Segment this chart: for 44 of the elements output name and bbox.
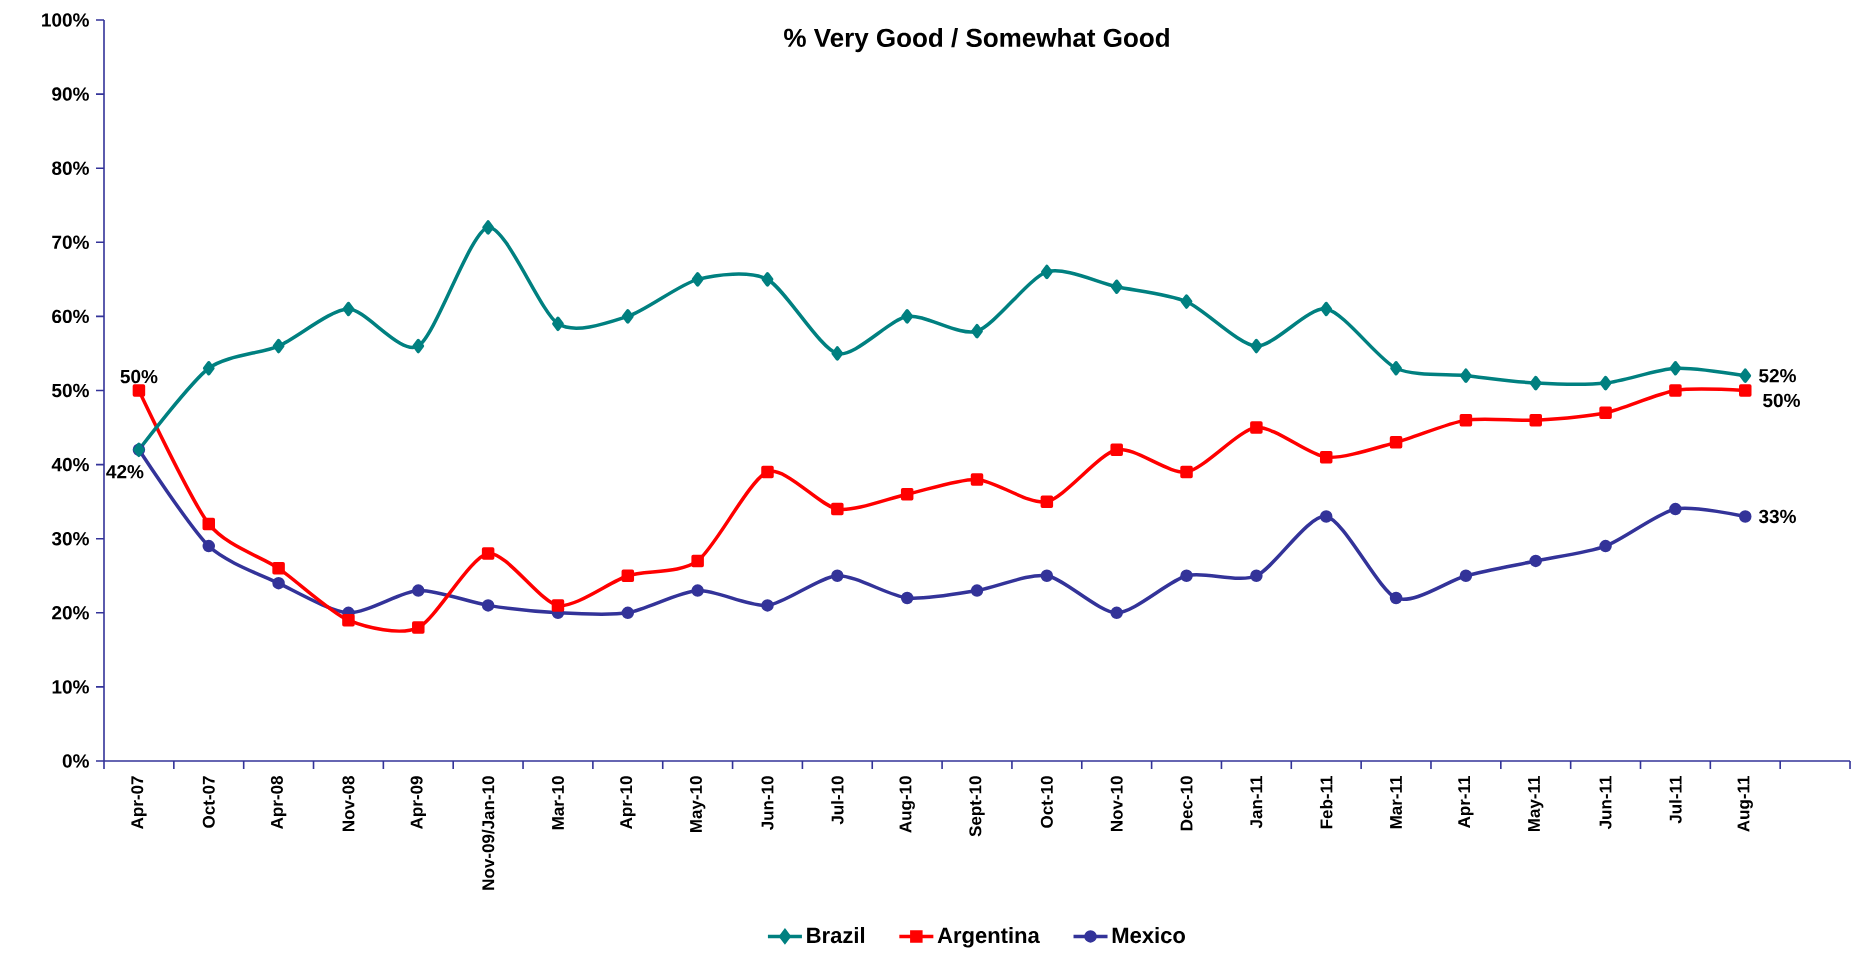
y-tick-label: 80% bbox=[52, 161, 89, 175]
x-tick-label: Oct-07 bbox=[202, 776, 215, 828]
y-tick-label: 100% bbox=[42, 13, 89, 27]
x-tick-label: Mar-10 bbox=[551, 776, 564, 830]
x-tick-label: Sept-10 bbox=[969, 776, 985, 837]
legend-label: Argentina bbox=[937, 926, 1040, 948]
legend-label: Mexico bbox=[1112, 926, 1185, 944]
x-tick-label: Nov-10 bbox=[1110, 776, 1123, 832]
x-tick-label: Jul-10 bbox=[831, 776, 844, 825]
x-tick-label: Jun-11 bbox=[1599, 776, 1612, 830]
data-label: 42% bbox=[106, 464, 144, 479]
data-label: 33% bbox=[1758, 509, 1796, 524]
x-tick-label: Aug-11 bbox=[1737, 776, 1753, 832]
x-tick-label: Oct-10 bbox=[1040, 776, 1053, 828]
x-tick-label: Apr-10 bbox=[620, 776, 636, 829]
x-tick-label: Nov-08 bbox=[342, 776, 355, 832]
y-tick-label: 20% bbox=[52, 606, 89, 620]
y-tick-label: 90% bbox=[52, 87, 89, 101]
y-tick-label: 50% bbox=[52, 383, 89, 398]
x-tick-label: Apr-07 bbox=[131, 776, 147, 829]
x-tick-label: Jul-11 bbox=[1669, 776, 1682, 824]
chart-title: % Very Good / Somewhat Good bbox=[784, 27, 1169, 53]
data-label: 50% bbox=[120, 369, 158, 384]
y-tick-label: 10% bbox=[52, 680, 89, 694]
x-tick-label: Nov-09/Jan-10 bbox=[481, 776, 495, 890]
x-tick-label: Apr-08 bbox=[270, 776, 287, 829]
x-tick-label: Aug-10 bbox=[899, 776, 915, 833]
x-tick-label: Jun-10 bbox=[761, 776, 774, 831]
x-tick-label: Apr-09 bbox=[410, 776, 426, 829]
x-tick-label: Apr-11 bbox=[1458, 776, 1474, 829]
y-tick-label: 70% bbox=[52, 235, 89, 250]
data-label: 52% bbox=[1759, 368, 1796, 383]
x-tick-label: May-11 bbox=[1528, 776, 1544, 832]
y-tick-label: 30% bbox=[51, 531, 89, 546]
y-tick-label: 40% bbox=[51, 457, 89, 472]
data-label: 50% bbox=[1763, 393, 1800, 408]
x-tick-label: Mar-11 bbox=[1390, 776, 1402, 829]
x-tick-label: Dec-10 bbox=[1180, 776, 1193, 831]
x-tick-label: May-10 bbox=[689, 776, 706, 833]
y-tick-label: 0% bbox=[62, 754, 89, 768]
y-tick-label: 60% bbox=[52, 309, 89, 324]
x-tick-label: Jan-11 bbox=[1250, 776, 1263, 829]
x-tick-label: Feb-11 bbox=[1319, 776, 1333, 829]
legend-label: Brazil bbox=[807, 926, 865, 944]
